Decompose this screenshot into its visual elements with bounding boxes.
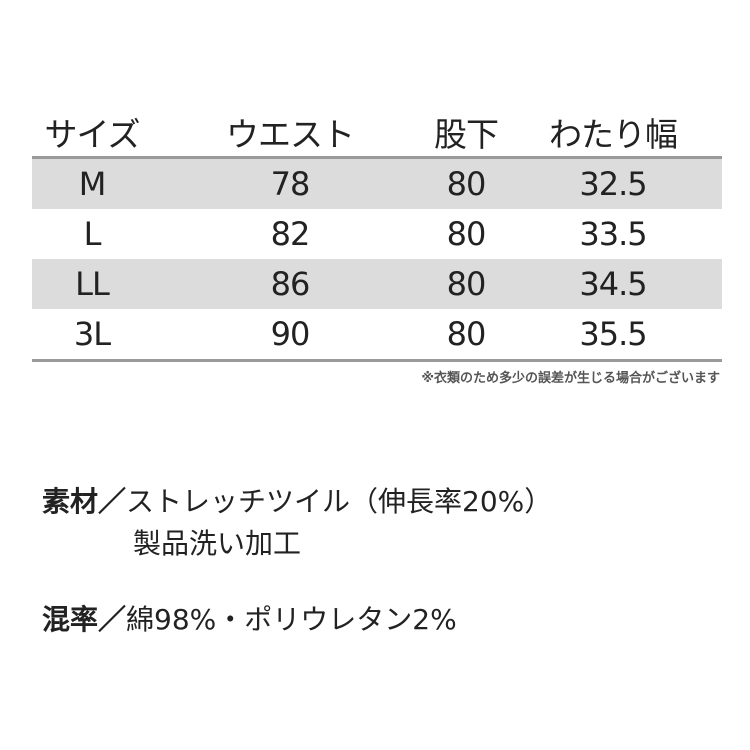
table-row: LL 86 80 34.5 [32,259,722,309]
header-thigh: わたり幅 [549,115,678,154]
header-inseam: 股下 [434,115,499,154]
table-row: 3L 90 80 35.5 [32,309,722,362]
cell-size: M [78,165,107,203]
blend-line: 混率／綿98%・ポリウレタン2% [42,598,457,638]
cell-inseam: 80 [446,315,487,353]
cell-size: LL [75,265,110,303]
table-row: M 78 80 32.5 [32,159,722,209]
table-header: サイズ ウエスト 股下 わたり幅 [32,108,722,159]
header-size: サイズ [44,115,140,154]
cell-inseam: 80 [446,165,487,203]
material-value: ストレッチツイル（伸長率20%） [126,485,553,518]
cell-inseam: 80 [446,215,487,253]
blend-value: 綿98%・ポリウレタン2% [126,603,457,636]
cell-waist: 78 [270,165,311,203]
cell-thigh: 35.5 [579,315,647,353]
table-row: L 82 80 33.5 [32,209,722,259]
blend-label: 混率／ [42,603,127,636]
material-label: 素材／ [42,485,127,518]
size-table: サイズ ウエスト 股下 わたり幅 M 78 80 32.5 L 82 80 33… [32,108,722,362]
material-line-2: 製品洗い加工 [133,527,302,560]
material-line: 素材／ストレッチツイル（伸長率20%） [42,480,552,520]
cell-inseam: 80 [446,265,487,303]
header-waist: ウエスト [226,115,355,154]
cell-waist: 82 [270,215,311,253]
cell-thigh: 32.5 [579,165,647,203]
cell-thigh: 34.5 [579,265,647,303]
cell-waist: 86 [270,265,311,303]
cell-waist: 90 [270,315,311,353]
cell-size: 3L [73,315,111,353]
measurement-note: ※衣類のため多少の誤差が生じる場合がございます [421,371,720,386]
cell-thigh: 33.5 [579,215,647,253]
cell-size: L [83,215,102,253]
